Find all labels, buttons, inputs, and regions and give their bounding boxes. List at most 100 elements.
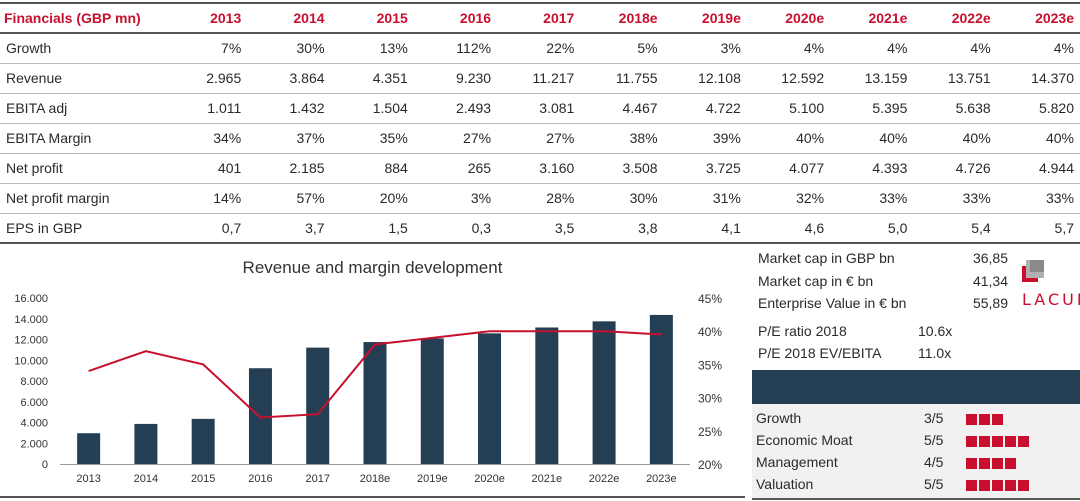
row-label: Revenue [0,63,164,94]
table-cell: 32% [746,183,831,214]
y-axis-tick-label: 10.000 [14,355,48,367]
table-cell: 4% [913,33,997,64]
table-row: Net profit 401 2.185 884 265 3.160 3.508 3.725 4… [0,153,1080,184]
pe-ratio-label: P/E ratio 2018 [758,323,847,339]
table-cell: 33% [913,183,997,214]
rating-score: 5/5 [924,476,944,492]
x-axis-tick-label: 2020e [474,473,505,485]
header-year: 2015 [330,2,414,34]
row-label: Net profit margin [0,183,164,214]
rating-row-growth: Growth 3/5 [752,408,1080,430]
table-cell: 13.159 [830,63,914,94]
rating-label: Management [756,454,838,470]
table-cell: 5.820 [996,93,1080,124]
rating-square [966,458,977,469]
x-axis-tick-label: 2014 [134,473,158,485]
table-cell: 4.726 [913,153,997,184]
rating-row-economic-moat: Economic Moat 5/5 [752,430,1080,452]
y2-axis-tick-label: 35% [698,358,722,372]
table-cell: 5,7 [996,213,1080,244]
revenue-bar [77,433,101,464]
market-cap-eur-label: Market cap in € bn [758,273,874,289]
table-cell: 20% [330,183,414,214]
table-cell: 401 [164,153,248,184]
header-year: 2022e [913,2,997,34]
rating-header-band [752,370,1080,404]
table-cell: 3.081 [497,93,581,124]
y2-axis-tick-label: 20% [698,458,722,472]
y-axis-tick-label: 16.000 [14,293,48,305]
table-cell: 33% [996,183,1080,214]
table-cell: 27% [497,123,581,154]
rating-squares [966,480,1029,491]
x-axis-tick-label: 2018e [360,473,391,485]
table-cell: 57% [247,183,331,214]
y-axis-tick-label: 2.000 [20,438,48,450]
rating-square [992,480,1003,491]
table-cell: 28% [497,183,581,214]
table-header-row: Financials (GBP mn) 2013 2014 2015 2016 … [0,2,1080,34]
rating-square [979,414,990,425]
table-cell: 39% [663,123,747,154]
y2-axis-tick-label: 25% [698,425,722,439]
rating-square [979,436,990,447]
row-label: Net profit [0,153,164,184]
table-cell: 0,3 [413,213,498,244]
table-cell: 5% [580,33,664,64]
table-row: EPS in GBP 0,7 3,7 1,5 0,3 3,5 3,8 4,1 4,6 5,0 5,4… [0,213,1080,244]
revenue-bar [478,333,502,464]
enterprise-value-label: Enterprise Value in € bn [758,295,907,311]
table-row: EBITA adj 1.011 1.432 1.504 2.493 3.081 4.467 4… [0,93,1080,124]
revenue-bar [363,342,387,464]
x-axis-tick-label: 2021e [532,473,563,485]
table-cell: 12.592 [746,63,831,94]
table-cell: 3,8 [580,213,664,244]
table-cell: 3% [663,33,747,64]
table-cell: 40% [830,123,914,154]
row-label: EBITA Margin [0,123,164,154]
table-cell: 3% [413,183,498,214]
table-cell: 884 [330,153,414,184]
y-axis-tick-label: 6.000 [20,397,48,409]
table-cell: 13% [330,33,414,64]
table-cell: 27% [413,123,498,154]
lacuna-logo-mark-icon [1022,260,1044,282]
table-cell: 1.011 [164,93,248,124]
header-year: 2017 [497,2,581,34]
x-axis-tick-label: 2015 [191,473,215,485]
header-year: 2019e [663,2,747,34]
table-cell: 11.217 [497,63,581,94]
rating-square [1005,436,1016,447]
table-cell: 40% [996,123,1080,154]
table-cell: 3,7 [247,213,331,244]
table-cell: 4% [830,33,914,64]
table-cell: 11.755 [580,63,664,94]
table-cell: 3.160 [497,153,581,184]
table-cell: 4.351 [330,63,414,94]
row-label: EBITA adj [0,93,164,124]
table-cell: 4,6 [746,213,831,244]
pe-ev-ebita-label: P/E 2018 EV/EBITA [758,345,882,361]
table-cell: 12.108 [663,63,747,94]
table-cell: 2.965 [164,63,248,94]
table-cell: 35% [330,123,414,154]
table-cell: 22% [497,33,581,64]
table-cell: 3,5 [497,213,581,244]
y-axis-tick-label: 0 [42,459,48,471]
table-cell: 3.864 [247,63,331,94]
y2-axis-tick-label: 30% [698,392,722,406]
table-cell: 30% [580,183,664,214]
lacuna-logo-text: LACUNA [1022,290,1080,309]
table-cell: 4.077 [746,153,831,184]
table-cell: 14.370 [996,63,1080,94]
table-cell: 1.432 [247,93,331,124]
chart-canvas: 16.000 14.000 12.000 10.000 8.000 6.000 4.000 2… [14,292,722,485]
rating-square [979,458,990,469]
revenue-bar [191,418,215,464]
table-cell: 7% [164,33,248,64]
table-cell: 4.467 [580,93,664,124]
rating-square [1005,458,1016,469]
y-axis-tick-label: 12.000 [14,335,48,347]
table-cell: 14% [164,183,248,214]
table-cell: 4.722 [663,93,747,124]
